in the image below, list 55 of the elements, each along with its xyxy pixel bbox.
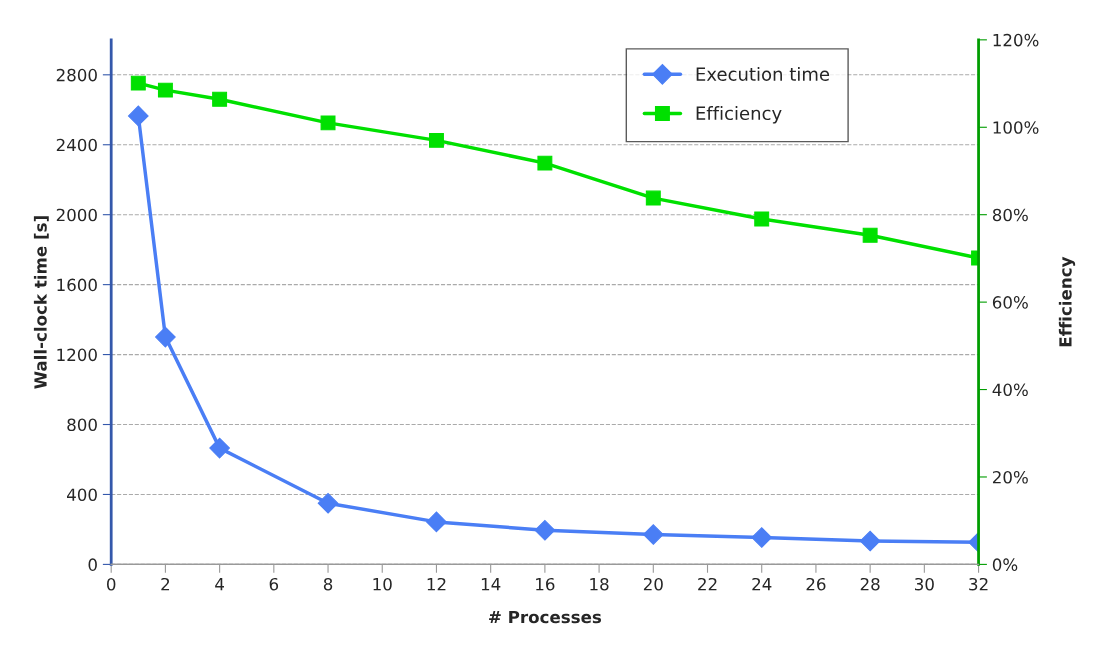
y2-tick-label: 0% <box>992 558 1018 571</box>
point <box>751 527 773 548</box>
point <box>537 155 553 171</box>
x-tick-label: 10 <box>373 577 392 591</box>
y2-tick-label: 120% <box>993 33 1039 47</box>
x-axis-title: # Processes <box>489 610 602 624</box>
x-tick-label: 8 <box>323 577 333 591</box>
point <box>754 211 770 227</box>
y-tick-label: 1600 <box>57 278 97 292</box>
point <box>862 227 878 243</box>
point <box>157 82 173 98</box>
point <box>534 519 556 541</box>
y2-tick-label: 40% <box>992 383 1028 397</box>
x-tick-label: 2 <box>161 577 170 591</box>
y-tick-label: 2400 <box>56 138 97 152</box>
y-tick-label: 1200 <box>57 348 97 362</box>
x-tick-label: 18 <box>590 577 609 591</box>
y-tick-label: 0 <box>88 558 97 571</box>
y-tick-label: 2000 <box>56 208 97 222</box>
point <box>317 492 339 514</box>
point <box>642 524 664 545</box>
x-tick-label: 24 <box>752 577 772 591</box>
legend-label: Efficiency <box>696 106 782 124</box>
x-tick-label: 32 <box>969 577 988 591</box>
y-tick-label: 400 <box>67 488 97 502</box>
legend-label: Execution time <box>696 66 830 81</box>
x-tick-label: 30 <box>915 577 934 591</box>
point <box>429 132 444 148</box>
y2-tick-label: 60% <box>992 296 1028 309</box>
x-tick-label: 12 <box>427 577 446 591</box>
y2-tick-label: 80% <box>992 208 1028 222</box>
x-tick-label: 22 <box>698 577 717 591</box>
point <box>320 115 336 131</box>
x-tick-label: 6 <box>269 577 279 591</box>
point <box>130 75 146 91</box>
point <box>645 190 661 206</box>
y-tick-label: 2800 <box>56 68 97 82</box>
y-tick-label: 800 <box>67 418 97 432</box>
x-tick-label: 0 <box>107 577 116 591</box>
point <box>426 511 447 533</box>
point <box>127 105 149 127</box>
point <box>155 326 176 348</box>
point <box>859 530 881 552</box>
x-tick-label: 20 <box>643 577 663 591</box>
point <box>212 91 228 107</box>
y2-tick-label: 20% <box>992 470 1028 484</box>
x-tick-label: 16 <box>536 577 555 591</box>
y2-axis-title: Efficiency <box>1058 256 1076 347</box>
x-tick-label: 28 <box>860 577 880 591</box>
y-axis-title: Wall-clock time [s] <box>33 216 49 389</box>
y2-tick-label: 100% <box>993 121 1039 134</box>
x-tick-label: 26 <box>806 577 826 591</box>
x-tick-label: 4 <box>215 578 224 591</box>
x-tick-label: 14 <box>481 578 501 591</box>
point <box>209 437 230 459</box>
